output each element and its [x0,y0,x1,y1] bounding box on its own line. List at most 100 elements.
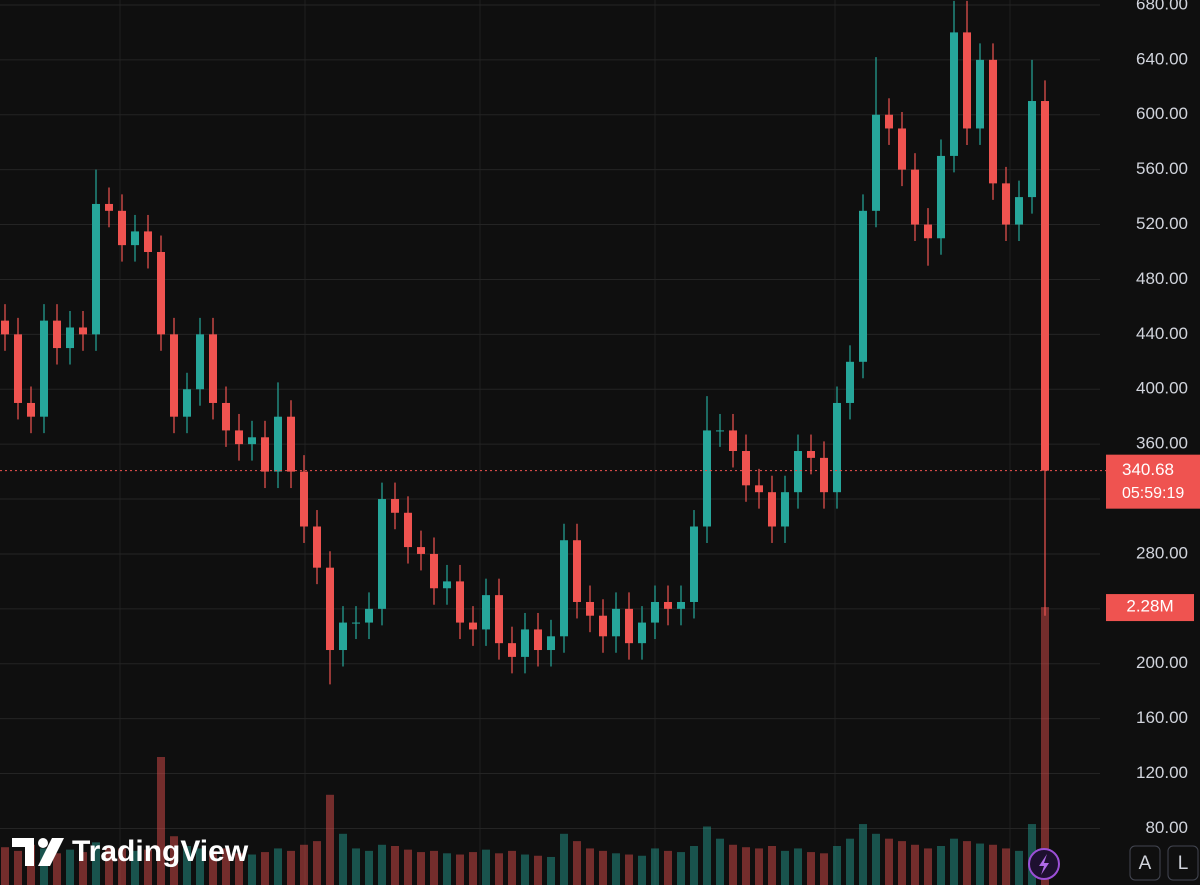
volume-bar [105,845,113,885]
candle-body [391,499,399,513]
brand-name: TradingView [72,835,249,868]
y-tick-label: 640.00 [1136,49,1188,68]
y-tick-label: 400.00 [1136,379,1188,398]
candle-body [157,251,165,335]
y-tick-label: 480.00 [1136,269,1188,288]
candle-body [144,231,152,252]
volume-bar [560,833,568,885]
button-l[interactable]: L [1167,845,1199,881]
candle-body [560,540,568,637]
volume-bar [638,855,646,885]
y-tick-label: 200.00 [1136,653,1188,672]
volume-bar [846,838,854,885]
volume-bar [586,848,594,885]
candle-body [716,430,724,432]
candle-body [547,636,555,651]
volume-bar [53,853,61,885]
y-tick-label: 280.00 [1136,543,1188,562]
candle-body [898,128,906,170]
volume-bar [664,850,672,885]
candle-body [456,581,464,623]
candle-body [495,595,503,644]
volume-bar [1041,607,1049,885]
volume-bar [443,853,451,885]
candle-body [534,629,542,651]
volume-bar [599,850,607,885]
volume-bar [898,841,906,885]
candle-body [586,601,594,616]
candle-body [248,437,256,445]
candle-body [170,334,178,417]
candle-body [755,485,763,493]
lightning-icon [1039,854,1049,875]
button-label[interactable]: A [1139,853,1152,874]
candle-body [482,595,490,630]
candle-body [469,622,477,630]
button-a[interactable]: A [1129,845,1161,881]
volume-bar [1002,848,1010,885]
y-tick-label: 120.00 [1136,763,1188,782]
volume-bar [313,841,321,885]
candle-body [599,615,607,637]
candle-body [508,643,516,657]
volume-bar [690,845,698,885]
last-volume-label: 2.28M [1126,597,1173,616]
volume-bar [209,850,217,885]
candle-body [820,457,828,493]
volume-bar [729,844,737,885]
volume-bar [391,845,399,885]
candle-body [768,492,776,527]
volume-bar [14,850,22,885]
volume-bar [794,848,802,885]
volume-bar [495,853,503,885]
last-price-box [1106,454,1200,509]
button-bg[interactable] [1167,845,1199,881]
candle-body [664,601,672,609]
volume-bar [989,844,997,885]
candle-body [443,581,451,589]
volume-bar [248,854,256,885]
volume-bar [911,844,919,885]
candle-body [703,430,711,527]
button-label[interactable]: L [1178,853,1189,874]
y-tick-label: 80.00 [1145,818,1188,837]
volume-bar [222,848,230,885]
volume-bar [274,848,282,885]
volume-bar [807,852,815,885]
candle-body [781,492,789,527]
candle-body [352,622,360,624]
candle-body [1028,101,1036,198]
candle-body [690,526,698,602]
candle-body [521,629,529,657]
candle-body [573,540,581,602]
candle-body [625,608,633,644]
candle-body [183,389,191,417]
volume-bar [547,856,555,885]
candle-body [209,334,217,403]
volume-bar [144,849,152,885]
volume-bar [950,838,958,885]
volume-bar [352,848,360,885]
candle-body [1015,197,1023,225]
button-bg[interactable] [1129,845,1161,881]
candle-body [1041,101,1049,471]
volume-bar [963,841,971,885]
candle-body [859,210,867,362]
candle-body [651,601,659,623]
lightning-button[interactable] [1028,848,1060,880]
volume-bar [469,852,477,885]
volume-bar [326,794,334,885]
volume-bar [872,833,880,885]
candle-body [222,402,230,431]
volume-bar [703,826,711,885]
candle-body [638,622,646,644]
volume-bar [430,850,438,885]
volume-bar [820,853,828,885]
volume-bar [40,848,48,885]
candle-body [976,59,984,129]
volume-bar [118,848,126,885]
candle-body [131,231,139,246]
candle-body [911,169,919,225]
candle-body [287,416,295,472]
volume-bar [924,848,932,885]
